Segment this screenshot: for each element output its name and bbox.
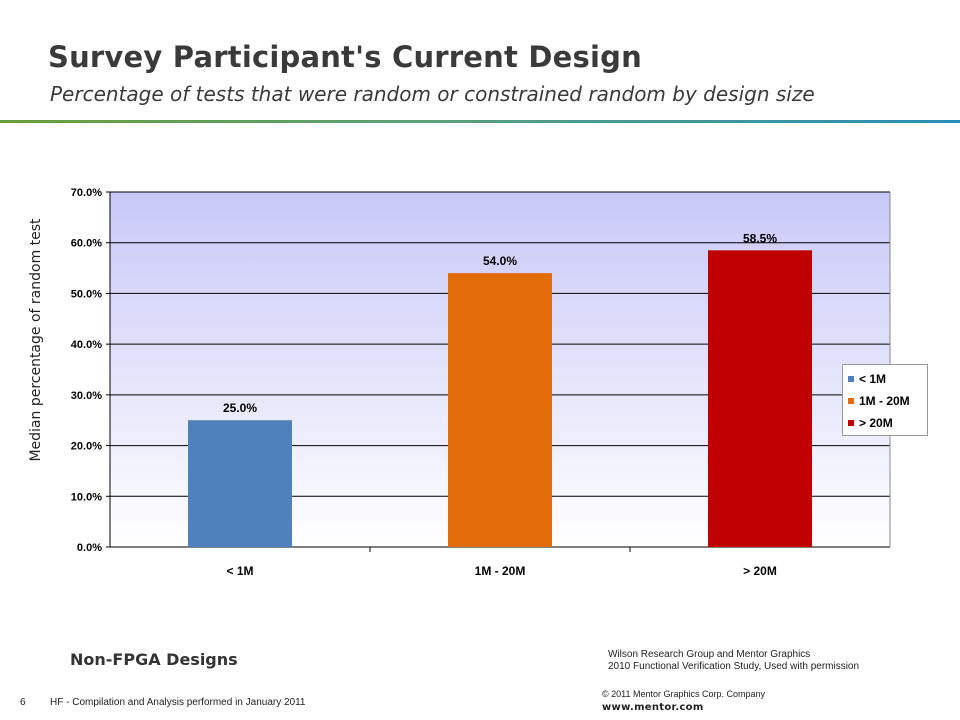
y-tick-label: 50.0% bbox=[71, 288, 102, 300]
legend-item-1m-20m: 1M - 20M bbox=[848, 390, 927, 412]
data-label: 58.5% bbox=[743, 231, 777, 245]
bar-chart: 0.0% 10.0% 20.0% 30.0% 40.0% 50.0% 60.0% 70.0% 2… bbox=[71, 187, 891, 578]
chart-legend: < 1M 1M - 20M > 20M bbox=[842, 364, 928, 436]
y-tick-label: 0.0% bbox=[77, 542, 102, 554]
legend-swatch bbox=[848, 398, 854, 404]
copyright: © 2011 Mentor Graphics Corp. Company bbox=[602, 689, 766, 699]
header-divider bbox=[0, 120, 960, 123]
legend-label: < 1M bbox=[859, 372, 887, 386]
bar bbox=[708, 250, 812, 548]
bar bbox=[448, 273, 552, 547]
y-tick-label: 70.0% bbox=[71, 187, 102, 199]
data-label: 25.0% bbox=[223, 401, 257, 415]
source-attribution: Wilson Research Group and Mentor Graphic… bbox=[608, 649, 859, 673]
x-tick-label: > 20M bbox=[743, 564, 777, 578]
legend-item-lt-1m: < 1M bbox=[848, 368, 927, 390]
y-tick-label: 30.0% bbox=[71, 390, 102, 402]
source-line-2: 2010 Functional Verification Study, Used… bbox=[608, 661, 860, 672]
y-tick-label: 10.0% bbox=[71, 491, 102, 503]
slide-title: Survey Participant's Current Design bbox=[48, 40, 642, 74]
legend-swatch bbox=[848, 376, 854, 382]
x-tick-label: < 1M bbox=[226, 564, 253, 578]
bar bbox=[188, 420, 292, 547]
slide-subtitle: Percentage of tests that were random or … bbox=[50, 82, 815, 106]
x-tick-label: 1M - 20M bbox=[475, 564, 526, 578]
y-tick-label: 20.0% bbox=[71, 441, 102, 453]
legend-swatch bbox=[848, 420, 854, 426]
website-url: www.mentor.com bbox=[602, 702, 704, 713]
legend-label: > 20M bbox=[859, 416, 893, 430]
footnote: HF - Compilation and Analysis performed … bbox=[50, 697, 306, 708]
design-category-label: Non-FPGA Designs bbox=[70, 650, 238, 669]
legend-item-gt-20m: > 20M bbox=[848, 412, 927, 434]
page-number: 6 bbox=[20, 697, 26, 708]
data-label: 54.0% bbox=[483, 254, 517, 268]
y-tick-label: 60.0% bbox=[71, 238, 102, 250]
legend-label: 1M - 20M bbox=[859, 394, 910, 408]
y-tick-label: 40.0% bbox=[71, 339, 102, 351]
source-line-1: Wilson Research Group and Mentor Graphic… bbox=[608, 649, 811, 660]
